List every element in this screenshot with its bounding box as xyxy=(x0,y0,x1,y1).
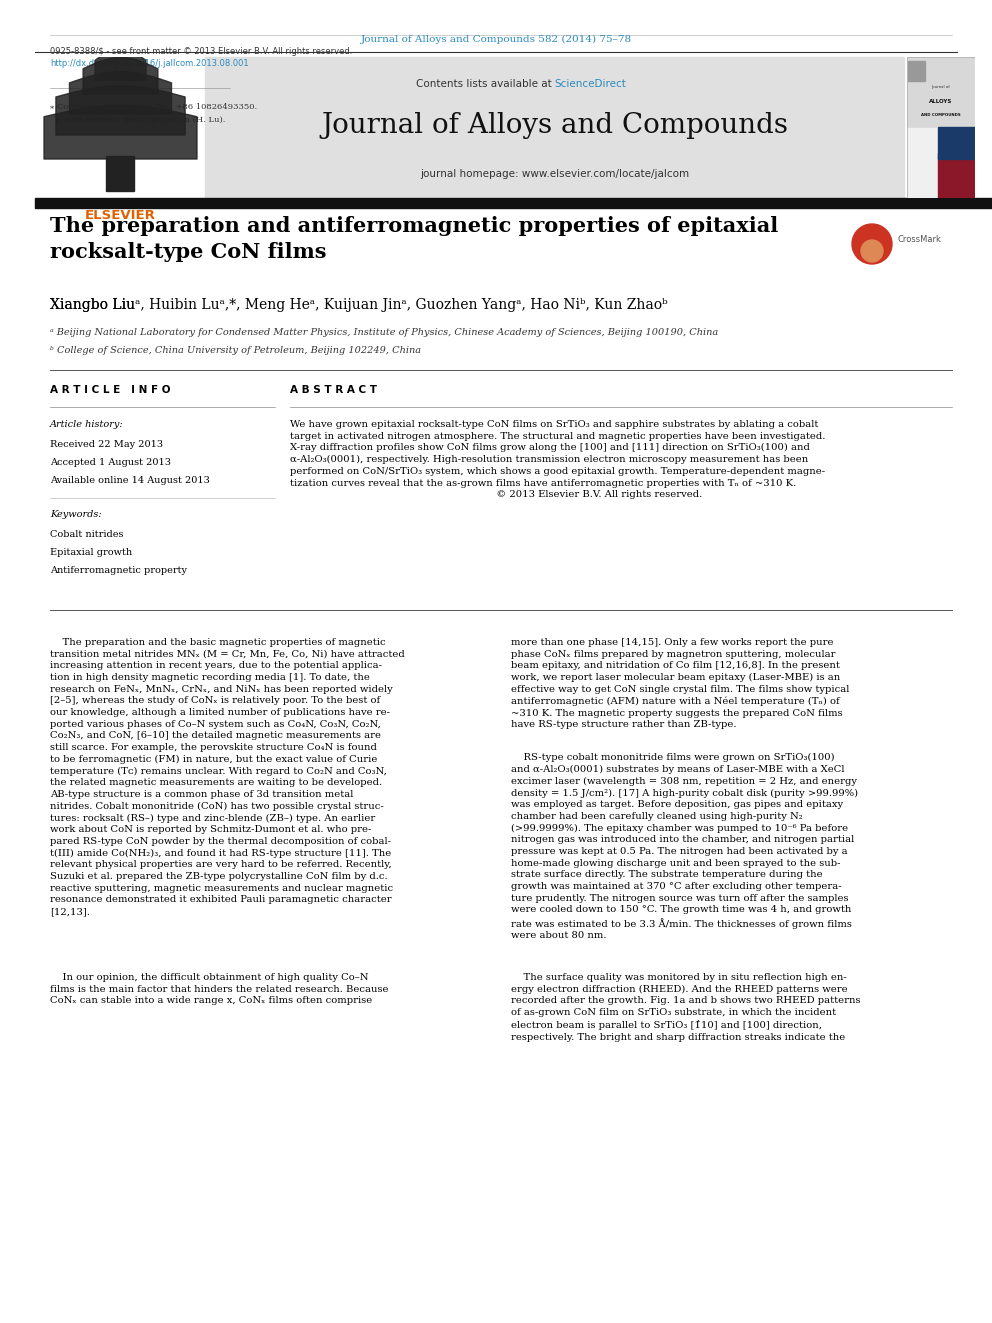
Text: Journal of Alloys and Compounds: Journal of Alloys and Compounds xyxy=(321,112,788,139)
Text: RS-type cobalt mononitride films were grown on SrTiO₃(100)
and α-Al₂O₃(0001) sub: RS-type cobalt mononitride films were gr… xyxy=(511,753,858,941)
Circle shape xyxy=(861,239,883,262)
Text: ⁎ Corresponding author. Tel.: +86 10826493350.: ⁎ Corresponding author. Tel.: +86 108264… xyxy=(50,103,257,111)
Text: more than one phase [14,15]. Only a few works report the pure
phase CoNₓ films p: more than one phase [14,15]. Only a few … xyxy=(511,638,849,729)
Circle shape xyxy=(852,224,892,265)
Text: Antiferromagnetic property: Antiferromagnetic property xyxy=(50,566,187,576)
Text: Cobalt nitrides: Cobalt nitrides xyxy=(50,531,123,538)
Text: The surface quality was monitored by in situ reflection high en-
ergy electron d: The surface quality was monitored by in … xyxy=(511,972,860,1041)
Text: 0925-8388/$ - see front matter © 2013 Elsevier B.V. All rights reserved.: 0925-8388/$ - see front matter © 2013 El… xyxy=(50,48,352,56)
Text: Epitaxial growth: Epitaxial growth xyxy=(50,548,132,557)
Text: Available online 14 August 2013: Available online 14 August 2013 xyxy=(50,476,210,486)
Bar xyxy=(937,153,975,198)
Text: We have grown epitaxial rocksalt-type CoN films on SrTiO₃ and sapphire substrate: We have grown epitaxial rocksalt-type Co… xyxy=(290,419,825,499)
Text: Article history:: Article history: xyxy=(50,419,124,429)
Text: The preparation and the basic magnetic properties of magnetic
transition metal n: The preparation and the basic magnetic p… xyxy=(50,638,405,916)
Text: ᵇ College of Science, China University of Petroleum, Beijing 102249, China: ᵇ College of Science, China University o… xyxy=(50,347,422,355)
Text: Xiangbo Liu: Xiangbo Liu xyxy=(50,298,135,312)
Text: journal homepage: www.elsevier.com/locate/jalcom: journal homepage: www.elsevier.com/locat… xyxy=(420,169,689,179)
Text: Journal of Alloys and Compounds 582 (2014) 75–78: Journal of Alloys and Compounds 582 (201… xyxy=(360,34,632,44)
Bar xyxy=(907,127,975,198)
Text: ScienceDirect: ScienceDirect xyxy=(555,79,626,89)
Text: Received 22 May 2013: Received 22 May 2013 xyxy=(50,441,163,448)
Text: CrossMark: CrossMark xyxy=(897,234,940,243)
Bar xyxy=(205,57,904,198)
Text: Accepted 1 August 2013: Accepted 1 August 2013 xyxy=(50,458,171,467)
Text: AND COMPOUNDS: AND COMPOUNDS xyxy=(922,114,961,118)
Bar xyxy=(907,57,975,127)
Text: http://dx.doi.org/10.1016/j.jallcom.2013.08.001: http://dx.doi.org/10.1016/j.jallcom.2013… xyxy=(50,60,249,67)
Text: ELSEVIER: ELSEVIER xyxy=(84,209,156,222)
Text: A B S T R A C T: A B S T R A C T xyxy=(290,385,377,396)
Bar xyxy=(106,156,134,191)
Text: E-mail address: hllu@iphy.ac.cn (H. Lu).: E-mail address: hllu@iphy.ac.cn (H. Lu). xyxy=(50,116,225,124)
Bar xyxy=(937,127,975,159)
Bar xyxy=(35,198,992,208)
Text: Xiangbo Liuᵃ, Huibin Luᵃ,*, Meng Heᵃ, Kuijuan Jinᵃ, Guozhen Yangᵃ, Hao Niᵇ, Kun : Xiangbo Liuᵃ, Huibin Luᵃ,*, Meng Heᵃ, Ku… xyxy=(50,298,668,312)
Bar xyxy=(909,61,926,81)
Text: Keywords:: Keywords: xyxy=(50,509,101,519)
Text: ᵃ Beijing National Laboratory for Condensed Matter Physics, Institute of Physics: ᵃ Beijing National Laboratory for Conden… xyxy=(50,328,718,337)
Text: A R T I C L E   I N F O: A R T I C L E I N F O xyxy=(50,385,171,396)
Text: ALLOYS: ALLOYS xyxy=(930,99,952,105)
Text: In our opinion, the difficult obtainment of high quality Co–N
films is the main : In our opinion, the difficult obtainment… xyxy=(50,972,389,1005)
Text: The preparation and antiferromagnetic properties of epitaxial
rocksalt-type CoN : The preparation and antiferromagnetic pr… xyxy=(50,216,779,262)
Text: Journal of: Journal of xyxy=(931,85,950,89)
Text: Contents lists available at: Contents lists available at xyxy=(416,79,555,89)
